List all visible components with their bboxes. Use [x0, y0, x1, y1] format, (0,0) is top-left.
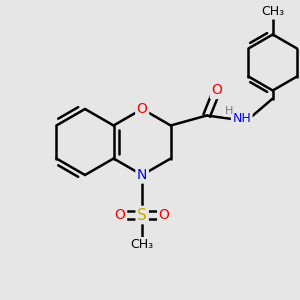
Text: H: H	[224, 106, 233, 116]
Text: CH₃: CH₃	[130, 238, 154, 251]
Text: CH₃: CH₃	[261, 5, 284, 18]
Text: N: N	[137, 168, 147, 182]
Text: O: O	[115, 208, 126, 222]
Text: O: O	[159, 208, 170, 222]
Text: O: O	[211, 83, 222, 98]
Text: NH: NH	[232, 112, 251, 125]
Text: O: O	[137, 102, 148, 116]
Text: S: S	[137, 208, 147, 223]
